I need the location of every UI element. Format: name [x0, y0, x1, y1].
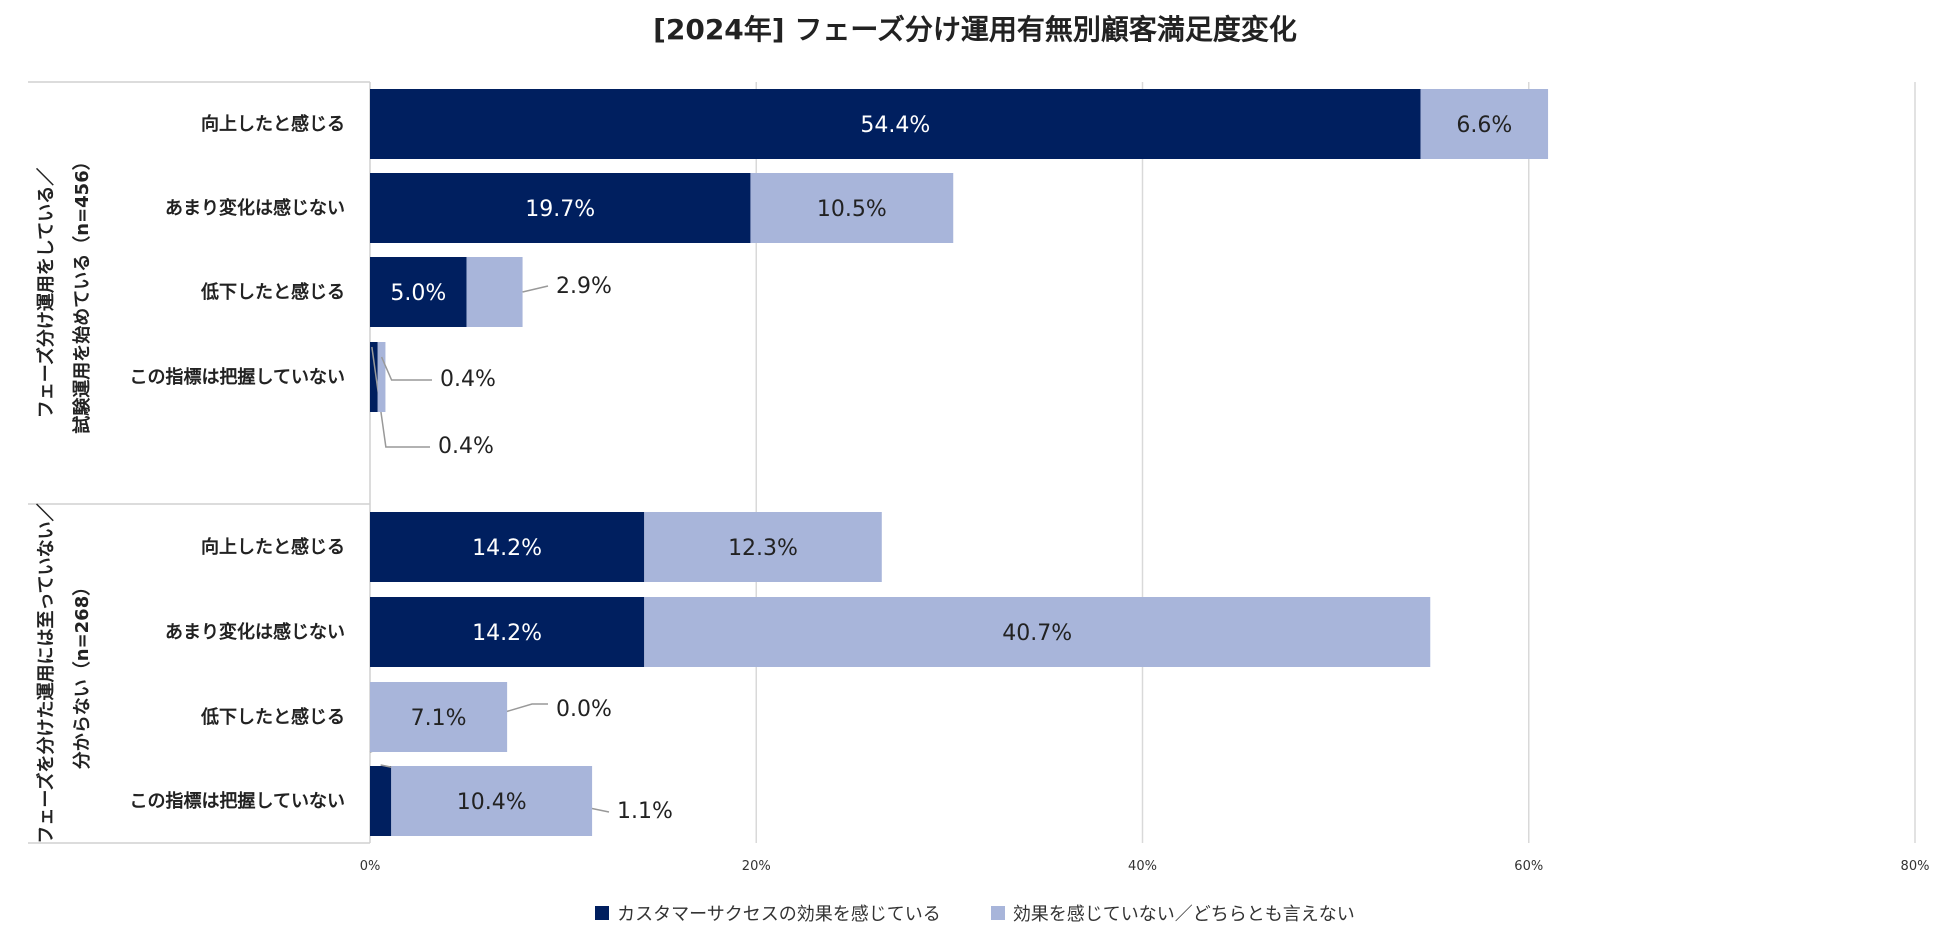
legend-label-series1: カスタマーサクセスの効果を感じている [617, 904, 941, 925]
data-label: 6.6% [1456, 113, 1512, 138]
callout-line [522, 285, 549, 293]
group-label: フェーズを分けた運用には至っていない／ [35, 503, 57, 843]
data-label: 19.7% [525, 197, 595, 222]
callout-line [371, 346, 430, 448]
data-label: 10.5% [817, 197, 887, 222]
bar-segment-series1 [370, 89, 1421, 159]
group-label: 分からない（n=268） [72, 578, 93, 769]
callout-line [380, 356, 432, 381]
bar-segment-series1 [370, 342, 378, 412]
data-label: 5.0% [390, 281, 446, 306]
data-label: 14.2% [472, 536, 542, 561]
data-label: 0.4% [438, 434, 494, 459]
group-label: 試験運用を始めている（n=456） [71, 152, 93, 433]
bar-segment-series2 [466, 257, 523, 327]
category-label: この指標は把握していない [130, 366, 345, 388]
data-label: 12.3% [728, 536, 798, 561]
data-label: 14.2% [472, 621, 542, 646]
category-label: この指標は把握していない [130, 790, 345, 812]
bar-segment-series1 [370, 597, 645, 667]
category-label: 向上したと感じる [201, 536, 345, 558]
data-label: 1.1% [617, 799, 673, 824]
data-label: 54.4% [860, 113, 930, 138]
data-label: 0.4% [440, 367, 496, 392]
bar-segment-series2 [377, 342, 386, 412]
x-tick-label: 60% [1514, 859, 1543, 874]
group-label: フェーズ分け運用をしている／ [35, 168, 57, 419]
x-tick-label: 20% [742, 859, 771, 874]
bar-segment-series1 [370, 766, 392, 836]
legend-label-series2: 効果を感じていない／どちらとも言えない [1012, 904, 1355, 925]
data-label: 0.0% [556, 697, 612, 722]
bar-segment-series2 [370, 682, 508, 752]
legend-swatch-series1 [595, 906, 610, 920]
bar-segment-series2 [1420, 89, 1549, 159]
bar-segment-series2 [644, 597, 1431, 667]
legend-item-series1: カスタマーサクセスの効果を感じている [595, 900, 941, 926]
bar-segment-series2 [391, 766, 593, 836]
legend-item-series2: 効果を感じていない／どちらとも言えない [990, 900, 1355, 926]
legend-swatch-series2 [990, 906, 1005, 920]
category-label: 低下したと感じる [200, 281, 345, 303]
category-label: あまり変化は感じない [165, 197, 345, 219]
bar-segment-series1 [370, 173, 751, 243]
x-tick-label: 0% [360, 859, 381, 874]
data-label: 40.7% [1002, 621, 1072, 646]
bar-segment-series2 [750, 173, 954, 243]
x-tick-label: 80% [1901, 859, 1930, 874]
legend: カスタマーサクセスの効果を感じている 効果を感じていない／どちらとも言えない [0, 900, 1950, 926]
bar-segment-series1 [370, 512, 645, 582]
bar-segment-series1 [370, 257, 467, 327]
data-label: 10.4% [457, 790, 527, 815]
data-label: 2.9% [556, 274, 612, 299]
data-label: 7.1% [411, 706, 467, 731]
category-label: 向上したと感じる [201, 113, 345, 135]
bar-segment-series2 [644, 512, 882, 582]
chart-title: [2024年] フェーズ分け運用有無別顧客満足度変化 [653, 13, 1297, 46]
x-tick-label: 40% [1128, 859, 1157, 874]
category-label: あまり変化は感じない [165, 621, 345, 643]
category-label: 低下したと感じる [200, 706, 345, 728]
